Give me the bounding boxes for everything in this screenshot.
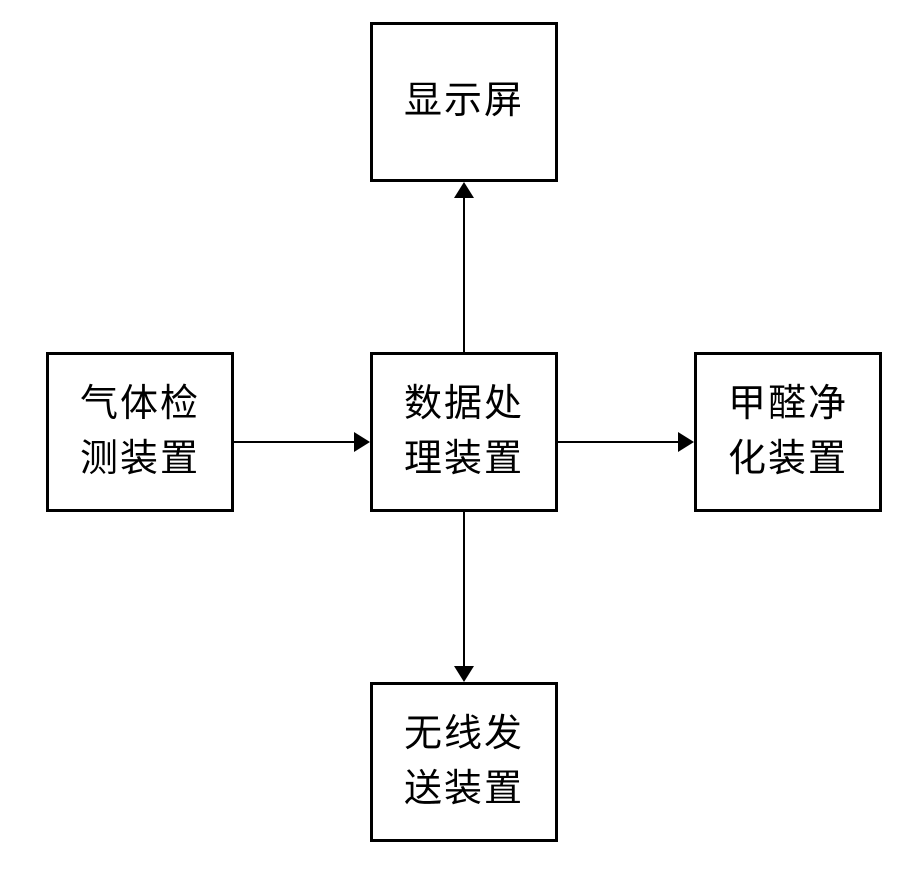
node-right: 甲醛净化装置	[694, 352, 882, 512]
arrow-center-top	[463, 198, 465, 352]
arrow-center-bottom	[463, 512, 465, 666]
arrow-head-center-top	[454, 182, 474, 198]
arrow-center-right	[558, 441, 678, 443]
node-bottom: 无线发送装置	[370, 682, 558, 842]
node-bottom-label: 无线发送装置	[404, 707, 524, 817]
flowchart-diagram: 显示屏 气体检测装置 数据处理装置 甲醛净化装置 无线发送装置	[0, 0, 924, 886]
node-top-label: 显示屏	[404, 74, 524, 129]
arrow-left-center	[234, 441, 354, 443]
node-left-label: 气体检测装置	[80, 377, 200, 487]
node-center: 数据处理装置	[370, 352, 558, 512]
node-right-label: 甲醛净化装置	[728, 377, 848, 487]
node-left: 气体检测装置	[46, 352, 234, 512]
node-top: 显示屏	[370, 22, 558, 182]
arrow-head-center-bottom	[454, 666, 474, 682]
arrow-head-center-right	[678, 432, 694, 452]
node-center-label: 数据处理装置	[404, 377, 524, 487]
arrow-head-left-center	[354, 432, 370, 452]
